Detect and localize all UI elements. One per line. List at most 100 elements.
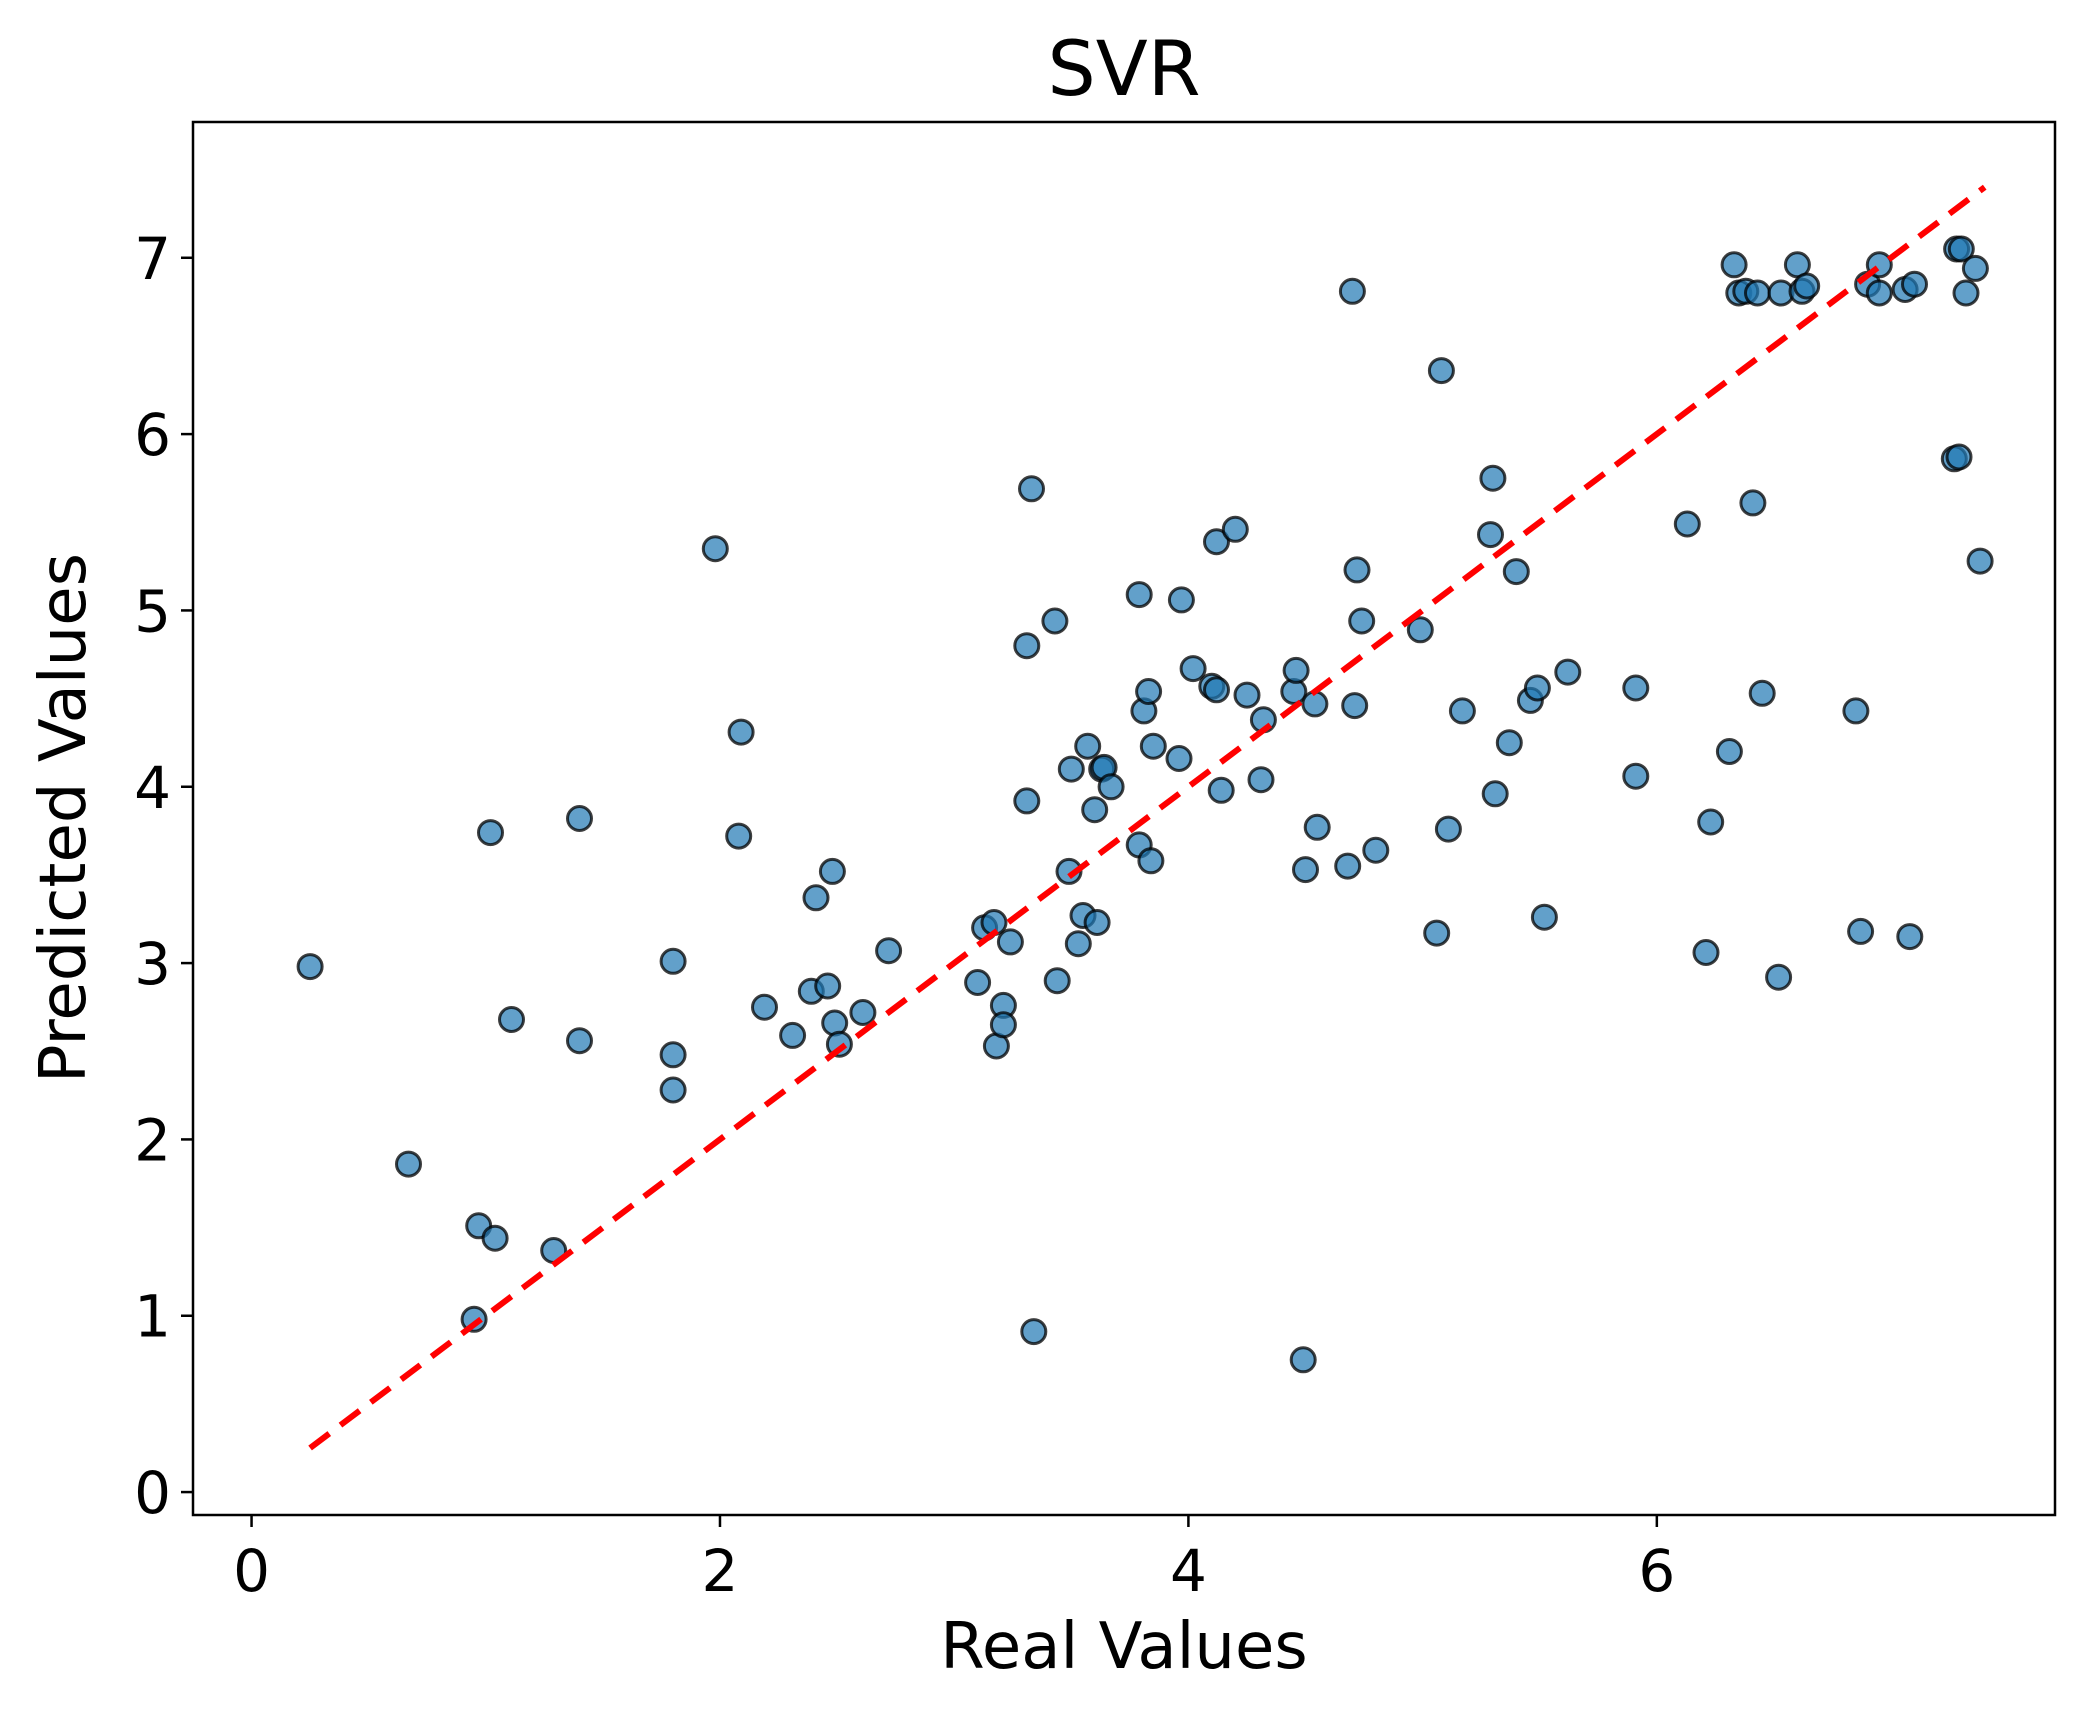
x-tick-label: 6 <box>1638 1537 1675 1605</box>
data-point <box>1673 510 1701 538</box>
chart-title: SVR <box>1047 24 1200 113</box>
data-point <box>1013 632 1041 660</box>
data-point <box>1481 780 1509 808</box>
data-point <box>1896 923 1924 951</box>
data-point <box>1406 616 1434 644</box>
data-point <box>1720 251 1748 279</box>
data-point <box>802 884 830 912</box>
y-tick-label: 4 <box>134 754 171 822</box>
data-point <box>1362 836 1390 864</box>
data-point <box>1043 967 1071 995</box>
fit-line-layer <box>308 184 1987 1451</box>
data-point <box>481 1224 509 1252</box>
data-point <box>1502 558 1530 586</box>
data-point <box>1074 732 1102 760</box>
data-point <box>1179 655 1207 683</box>
data-point <box>566 1027 593 1055</box>
data-point <box>1434 815 1462 843</box>
y-tick-label: 0 <box>134 1459 171 1527</box>
data-point <box>1744 279 1771 307</box>
data-point <box>849 999 877 1026</box>
y-axis-ticks: 0 1 2 3 4 5 6 7 <box>134 225 193 1527</box>
data-point <box>1165 745 1193 772</box>
data-point <box>701 535 729 563</box>
ideal-fit-line <box>308 184 1987 1451</box>
data-point <box>1167 586 1195 614</box>
data-point <box>1343 556 1371 584</box>
data-point <box>1097 773 1125 801</box>
data-point <box>1289 1346 1317 1374</box>
y-tick-label: 7 <box>134 225 171 293</box>
data-point <box>1901 270 1928 298</box>
data-point <box>1477 521 1504 549</box>
data-point <box>1622 762 1650 790</box>
data-point <box>1341 692 1369 720</box>
x-axis-ticks: 0 2 4 6 <box>233 1515 1675 1605</box>
data-point <box>964 969 992 996</box>
x-tick-label: 0 <box>233 1537 270 1605</box>
data-point <box>996 928 1024 956</box>
data-point <box>1221 515 1249 543</box>
data-point <box>1748 679 1776 707</box>
data-point <box>1057 755 1085 783</box>
data-point <box>825 1030 853 1058</box>
data-point <box>1018 475 1045 503</box>
data-point <box>477 819 504 847</box>
data-point <box>1530 903 1558 931</box>
data-point <box>1945 443 1973 471</box>
data-point <box>1041 607 1069 635</box>
data-point <box>751 993 778 1021</box>
data-point <box>1427 357 1455 385</box>
data-point <box>1765 963 1793 991</box>
data-point <box>1233 681 1261 709</box>
data-point <box>1847 917 1875 945</box>
data-point <box>1020 1318 1048 1346</box>
data-point <box>566 805 593 832</box>
data-point <box>1715 738 1743 765</box>
data-point <box>1479 464 1507 492</box>
data-point <box>1739 489 1767 517</box>
x-axis-label: Real Values <box>940 1610 1307 1684</box>
data-point <box>1247 766 1275 794</box>
data-point <box>1554 658 1582 686</box>
data-point <box>1301 690 1329 718</box>
data-point <box>1947 235 1975 263</box>
y-axis-label: Predicted Values <box>27 553 101 1083</box>
data-point <box>1692 939 1720 966</box>
data-point <box>725 822 753 850</box>
data-point <box>1495 729 1523 757</box>
y-tick-label: 5 <box>134 577 171 645</box>
data-point <box>727 718 755 746</box>
data-point <box>814 972 842 1000</box>
data-point <box>498 1006 525 1033</box>
y-tick-label: 2 <box>134 1106 171 1174</box>
data-point <box>1448 697 1476 725</box>
data-point <box>1966 547 1994 575</box>
data-point <box>1523 674 1551 702</box>
data-point <box>1282 656 1310 684</box>
data-point <box>659 1041 687 1069</box>
data-point <box>296 953 324 981</box>
y-tick-label: 1 <box>134 1283 171 1351</box>
data-point <box>1081 796 1109 824</box>
data-point <box>1842 697 1870 725</box>
data-point <box>1207 776 1235 804</box>
data-point <box>1334 852 1362 880</box>
data-point <box>1338 277 1366 305</box>
data-point <box>1013 787 1041 815</box>
y-tick-label: 3 <box>134 930 171 998</box>
data-point <box>1865 279 1893 307</box>
data-point <box>1697 808 1725 836</box>
data-point <box>1139 732 1167 760</box>
data-point <box>1622 674 1650 702</box>
y-tick-label: 6 <box>134 401 171 469</box>
data-point <box>1083 909 1111 936</box>
data-point <box>395 1150 422 1178</box>
data-point <box>1303 813 1331 841</box>
data-point <box>659 1076 687 1104</box>
data-point <box>818 857 846 885</box>
points-layer <box>296 235 1994 1374</box>
data-point <box>875 937 903 965</box>
